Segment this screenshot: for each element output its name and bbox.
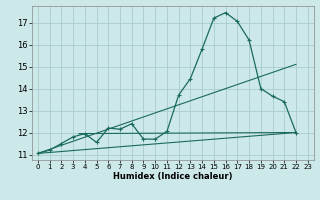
X-axis label: Humidex (Indice chaleur): Humidex (Indice chaleur) [113,172,233,181]
